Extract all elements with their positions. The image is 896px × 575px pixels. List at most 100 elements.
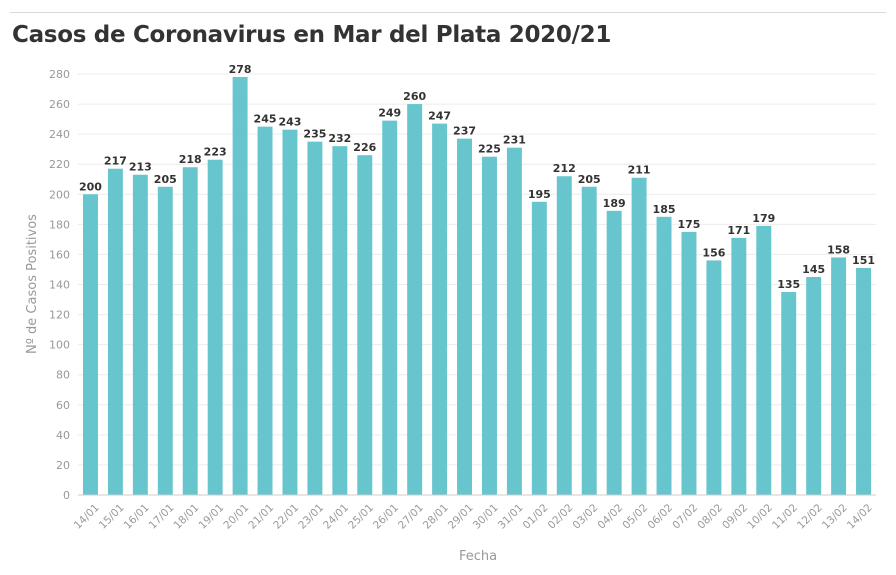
y-tick-label: 220 bbox=[49, 158, 70, 171]
bar[interactable] bbox=[432, 123, 448, 495]
bar-value-label: 158 bbox=[827, 243, 850, 256]
bar[interactable] bbox=[332, 146, 348, 495]
bar-value-label: 189 bbox=[603, 197, 626, 210]
y-tick-label: 20 bbox=[56, 459, 70, 472]
bar[interactable] bbox=[132, 174, 148, 495]
bar[interactable] bbox=[357, 155, 373, 495]
x-axis-title: Fecha bbox=[459, 549, 497, 564]
x-tick-label: 16/01 bbox=[122, 502, 152, 532]
bar[interactable] bbox=[581, 186, 597, 495]
y-tick-label: 200 bbox=[49, 188, 70, 201]
x-tick-label: 29/01 bbox=[446, 502, 476, 532]
x-tick-label: 10/02 bbox=[745, 502, 775, 532]
x-tick-label: 30/01 bbox=[471, 502, 501, 532]
bar-value-label: 211 bbox=[628, 164, 651, 177]
x-tick-label: 15/01 bbox=[97, 502, 127, 532]
bar[interactable] bbox=[307, 141, 323, 496]
bar-value-label: 212 bbox=[553, 162, 576, 175]
y-axis-title: Nº de Casos Positivos bbox=[25, 214, 40, 354]
bar[interactable] bbox=[731, 237, 747, 495]
bar[interactable] bbox=[856, 267, 872, 495]
bar-value-label: 223 bbox=[204, 146, 227, 159]
bar-value-label: 205 bbox=[578, 173, 601, 186]
x-tick-label: 17/01 bbox=[147, 502, 177, 532]
bar[interactable] bbox=[382, 120, 398, 495]
x-tick-label: 06/02 bbox=[645, 502, 675, 532]
bar-value-label: 200 bbox=[79, 180, 102, 193]
bar-value-label: 232 bbox=[328, 132, 351, 145]
y-tick-label: 160 bbox=[49, 248, 70, 261]
x-tick-label: 27/01 bbox=[396, 502, 426, 532]
bar-value-label: 179 bbox=[752, 212, 775, 225]
bar[interactable] bbox=[706, 260, 722, 495]
bar[interactable] bbox=[681, 231, 697, 495]
bar[interactable] bbox=[531, 201, 547, 495]
x-tick-label: 22/01 bbox=[271, 502, 301, 532]
bar[interactable] bbox=[257, 126, 273, 495]
bar[interactable] bbox=[207, 159, 223, 496]
bar-value-label: 175 bbox=[677, 218, 700, 231]
x-tick-label: 14/01 bbox=[72, 502, 102, 532]
x-tick-label: 21/01 bbox=[246, 502, 276, 532]
bar-value-label: 226 bbox=[353, 141, 376, 154]
bar-value-label: 171 bbox=[727, 224, 750, 237]
x-tick-label: 23/01 bbox=[296, 502, 326, 532]
x-tick-label: 18/01 bbox=[172, 502, 202, 532]
bar-value-label: 231 bbox=[503, 134, 526, 147]
bar[interactable] bbox=[407, 104, 423, 496]
y-axis-ticks: 0 20 40 60 80 100 120 140 160 180 200 220 240 260 280 bbox=[49, 68, 70, 502]
y-tick-label: 40 bbox=[56, 429, 70, 442]
x-tick-label: 03/02 bbox=[571, 502, 601, 532]
x-tick-label: 12/02 bbox=[795, 502, 825, 532]
x-tick-label: 31/01 bbox=[496, 502, 526, 532]
bar[interactable] bbox=[556, 176, 572, 495]
y-tick-label: 80 bbox=[56, 369, 70, 382]
x-tick-label: 02/02 bbox=[546, 502, 576, 532]
x-tick-label: 09/02 bbox=[720, 502, 750, 532]
bar[interactable] bbox=[157, 186, 173, 495]
bar-value-label: 245 bbox=[254, 113, 277, 126]
bar[interactable] bbox=[82, 194, 98, 496]
bar-value-label: 237 bbox=[453, 125, 476, 138]
x-axis-ticks: 14/0115/0116/0117/0118/0119/0120/0121/01… bbox=[72, 502, 875, 532]
x-tick-label: 11/02 bbox=[770, 502, 800, 532]
bar-value-label: 218 bbox=[179, 153, 202, 166]
bar-value-label: 205 bbox=[154, 173, 177, 186]
bar-value-label: 151 bbox=[852, 254, 875, 267]
x-tick-label: 14/02 bbox=[845, 502, 875, 532]
x-tick-label: 20/01 bbox=[221, 502, 251, 532]
bar[interactable] bbox=[631, 177, 647, 495]
bar[interactable] bbox=[656, 216, 672, 495]
bar[interactable] bbox=[457, 138, 473, 495]
bar[interactable] bbox=[606, 210, 622, 495]
bar[interactable] bbox=[107, 168, 123, 495]
bar-value-label: 185 bbox=[653, 203, 676, 216]
bar-value-label: 235 bbox=[303, 128, 326, 141]
y-tick-label: 280 bbox=[49, 68, 70, 81]
y-tick-label: 100 bbox=[49, 339, 70, 352]
bar-value-label: 145 bbox=[802, 263, 825, 276]
y-tick-label: 60 bbox=[56, 399, 70, 412]
bar[interactable] bbox=[506, 147, 522, 496]
bar[interactable] bbox=[756, 225, 772, 495]
bar[interactable] bbox=[182, 167, 198, 495]
bar-value-label: 195 bbox=[528, 188, 551, 201]
bar-value-label: 217 bbox=[104, 155, 127, 168]
bar[interactable] bbox=[781, 292, 797, 495]
bar[interactable] bbox=[232, 77, 248, 495]
x-tick-label: 01/02 bbox=[521, 502, 551, 532]
bar-value-label: 247 bbox=[428, 110, 451, 123]
y-tick-label: 140 bbox=[49, 279, 70, 292]
bar-value-label: 213 bbox=[129, 161, 152, 174]
bar[interactable] bbox=[806, 276, 822, 495]
x-tick-label: 13/02 bbox=[820, 502, 850, 532]
bar[interactable] bbox=[831, 257, 847, 495]
x-tick-label: 24/01 bbox=[321, 502, 351, 532]
bar[interactable] bbox=[282, 129, 298, 495]
x-tick-label: 07/02 bbox=[670, 502, 700, 532]
x-tick-label: 19/01 bbox=[196, 502, 226, 532]
x-tick-label: 04/02 bbox=[595, 502, 625, 532]
x-tick-label: 28/01 bbox=[421, 502, 451, 532]
chart-title: Casos de Coronavirus en Mar del Plata 20… bbox=[12, 22, 612, 48]
bar[interactable] bbox=[481, 156, 497, 496]
